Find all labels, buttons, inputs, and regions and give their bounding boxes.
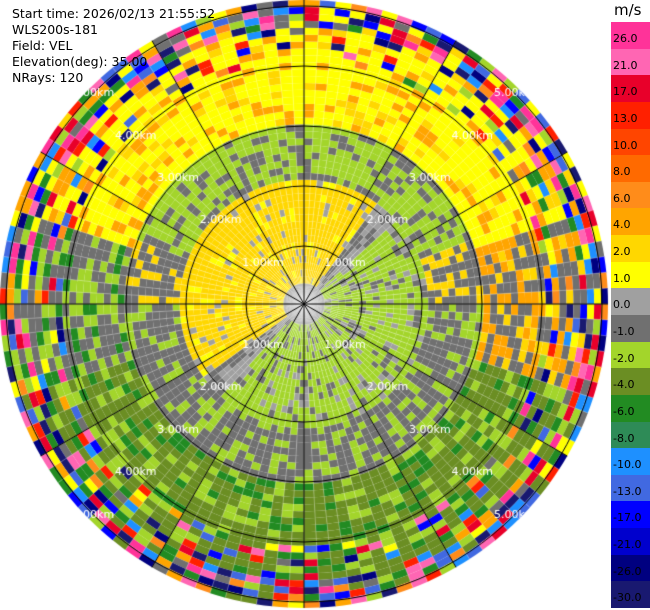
colorbar-swatch (611, 501, 650, 529)
colorbar-tick-label: 4.0 (613, 218, 631, 232)
colorbar (611, 22, 650, 609)
colorbar-tick-label: -8.0 (613, 431, 635, 445)
colorbar-swatch (611, 261, 650, 289)
colorbar-tick-label: 21.0 (613, 58, 638, 72)
colorbar-swatch (611, 181, 650, 209)
colorbar-unit: m/s (614, 1, 642, 19)
instrument-label: WLS200s-181 (12, 22, 98, 37)
colorbar-tick-label: 17.0 (613, 85, 638, 99)
colorbar-tick-label: -21.0 (613, 538, 642, 552)
colorbar-tick-label: -26.0 (613, 564, 642, 578)
colorbar-swatch (611, 155, 650, 183)
colorbar-swatch (611, 421, 650, 449)
colorbar-tick-label: 0.0 (613, 298, 631, 312)
colorbar-swatch (611, 128, 650, 156)
colorbar-swatch (611, 554, 650, 582)
field-label: Field: VEL (12, 38, 73, 53)
colorbar-tick-label: 26.0 (613, 32, 638, 45)
colorbar-tick-label: 8.0 (613, 165, 631, 179)
colorbar-tick-label: 1.0 (613, 271, 631, 285)
colorbar-tick-label: -6.0 (613, 404, 635, 418)
colorbar-swatch (611, 48, 650, 76)
colorbar-swatch (611, 368, 650, 396)
colorbar-swatch (611, 208, 650, 236)
colorbar-tick-label: 6.0 (613, 191, 631, 205)
colorbar-swatch (611, 528, 650, 556)
colorbar-swatch (611, 75, 650, 103)
colorbar-swatch (611, 101, 650, 130)
colorbar-tick-label: -2.0 (613, 351, 635, 365)
colorbar-swatch (611, 448, 650, 476)
colorbar-tick-label: -30.0 (613, 591, 642, 605)
colorbar-swatch (611, 315, 650, 343)
elevation-label: Elevation(deg): 35.00 (12, 54, 148, 69)
ppi-velocity-plot (0, 0, 610, 610)
colorbar-tick-label: -1.0 (613, 325, 635, 338)
colorbar-tick-label: -17.0 (613, 511, 642, 525)
colorbar-swatch (611, 474, 650, 502)
nrays-label: NRays: 120 (12, 70, 84, 85)
colorbar-tick-label: 2.0 (613, 245, 631, 259)
colorbar-swatch (611, 341, 650, 369)
colorbar-swatch (611, 394, 650, 423)
colorbar-swatch (611, 288, 650, 316)
start-time-label: Start time: 2026/02/13 21:55:52 (12, 6, 216, 21)
colorbar-tick-label: -4.0 (613, 378, 635, 392)
colorbar-swatch (611, 22, 650, 50)
colorbar-swatch (611, 581, 650, 609)
colorbar-swatch (611, 235, 650, 263)
colorbar-tick-label: 13.0 (613, 111, 638, 125)
colorbar-tick-label: 10.0 (613, 138, 638, 152)
colorbar-tick-label: -10.0 (613, 458, 642, 472)
colorbar-tick-label: -13.0 (613, 484, 642, 498)
